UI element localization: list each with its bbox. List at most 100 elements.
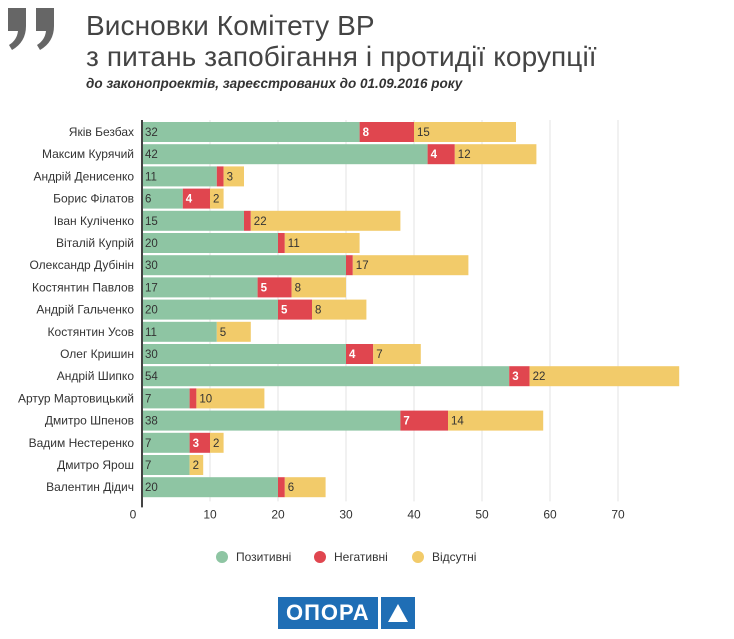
data-label: 6 xyxy=(288,482,294,494)
bar-segment xyxy=(216,321,251,342)
legend-swatch xyxy=(216,551,228,563)
bar-segment xyxy=(352,255,469,276)
bar-segment xyxy=(142,344,346,364)
data-label: 15 xyxy=(417,127,430,139)
data-label: 3 xyxy=(512,371,518,383)
row-label: Вадим Нестеренко xyxy=(29,436,135,450)
x-tick-label: 70 xyxy=(611,507,625,521)
bar-segment xyxy=(359,122,414,142)
row-label: Валентин Дідич xyxy=(46,480,134,494)
data-label: 15 xyxy=(145,216,158,228)
row-label: Андрій Денисенко xyxy=(34,169,135,183)
data-label: 4 xyxy=(186,194,193,206)
data-label: 7 xyxy=(145,460,151,472)
data-label: 11 xyxy=(145,327,157,339)
data-label: 17 xyxy=(356,260,369,272)
data-label: 20 xyxy=(145,482,158,494)
bar-segment xyxy=(142,366,510,387)
row-label: Віталій Купрій xyxy=(56,236,134,250)
bar-segment xyxy=(257,277,292,298)
row-label: Максим Курячий xyxy=(42,147,134,161)
bar-segment xyxy=(142,233,278,253)
bar-segment xyxy=(142,388,190,409)
data-label: 2 xyxy=(213,194,219,206)
bar-segment xyxy=(142,255,346,276)
bar-segment xyxy=(414,122,516,142)
bar-segment xyxy=(529,366,680,387)
page-subtitle: до законопроектів, зареєстрованих до 01.… xyxy=(86,76,463,91)
row-label: Іван Куліченко xyxy=(54,214,135,228)
bar-segment xyxy=(346,344,374,364)
bar-segment xyxy=(284,477,326,498)
data-label: 8 xyxy=(315,305,321,317)
bar-segment xyxy=(142,477,278,498)
opora-logo: ОПОРА xyxy=(278,597,415,629)
data-label: 2 xyxy=(193,460,199,472)
bar-segment xyxy=(182,188,210,209)
bar-segment xyxy=(142,210,244,231)
bar-segment xyxy=(189,388,197,409)
data-label: 11 xyxy=(288,238,300,250)
row-label: Артур Мартовицький xyxy=(18,391,134,405)
data-label: 3 xyxy=(193,438,199,450)
data-label: 7 xyxy=(376,349,382,361)
data-label: 54 xyxy=(145,371,158,383)
data-label: 11 xyxy=(145,171,157,183)
data-label: 4 xyxy=(431,149,438,161)
bar-segment xyxy=(189,455,204,475)
bar-segment xyxy=(216,166,224,187)
data-label: 7 xyxy=(145,438,151,450)
row-label: Андрій Шипко xyxy=(57,369,135,383)
legend-swatch xyxy=(412,551,424,563)
bar-segment xyxy=(346,255,353,276)
data-label: 8 xyxy=(363,127,370,139)
data-label: 17 xyxy=(145,282,158,294)
bar-segment xyxy=(427,144,455,165)
data-label: 5 xyxy=(220,327,226,339)
data-label: 5 xyxy=(281,305,288,317)
row-label: Олег Кришин xyxy=(60,347,134,361)
data-label: 10 xyxy=(199,393,212,405)
data-label: 14 xyxy=(451,416,464,428)
data-label: 22 xyxy=(533,371,546,383)
legend-label: Відсутні xyxy=(432,550,476,564)
bar-segment xyxy=(142,166,217,187)
data-label: 20 xyxy=(145,238,158,250)
data-label: 6 xyxy=(145,194,151,206)
bar-segment xyxy=(223,166,244,187)
bar-segment xyxy=(509,366,530,387)
data-label: 30 xyxy=(145,260,158,272)
data-label: 8 xyxy=(295,282,301,294)
data-label: 42 xyxy=(145,149,158,161)
page-title-line2: з питань запобігання і протидії корупції xyxy=(86,41,597,72)
data-label: 3 xyxy=(227,171,233,183)
bar-segment xyxy=(142,144,428,165)
data-label: 5 xyxy=(261,282,268,294)
bar-segment xyxy=(244,210,251,231)
title-block: Висновки Комітету ВР з питань запобіганн… xyxy=(86,10,597,91)
legend-label: Негативні xyxy=(334,550,388,564)
x-tick-label: 20 xyxy=(271,507,285,521)
data-label: 30 xyxy=(145,349,158,361)
bar-segment xyxy=(142,321,217,342)
bar-segment xyxy=(189,432,210,453)
data-label: 20 xyxy=(145,305,158,317)
bar-segment xyxy=(142,432,190,453)
bar-segment xyxy=(196,388,265,409)
row-label: Яків Безбах xyxy=(69,125,134,139)
row-label: Дмитро Шпенов xyxy=(45,414,134,428)
bar-segment xyxy=(250,210,401,231)
bar-segment xyxy=(400,410,448,431)
data-label: 7 xyxy=(403,416,409,428)
page-title-line1: Висновки Комітету ВР xyxy=(86,10,375,41)
data-label: 7 xyxy=(145,393,151,405)
bar-segment xyxy=(142,299,278,320)
x-tick-label: 0 xyxy=(130,507,137,521)
bar-segment xyxy=(278,233,285,253)
bar-segment xyxy=(210,188,224,209)
bar-segment xyxy=(278,299,312,320)
x-tick-label: 10 xyxy=(203,507,217,521)
legend-swatch xyxy=(314,551,326,563)
